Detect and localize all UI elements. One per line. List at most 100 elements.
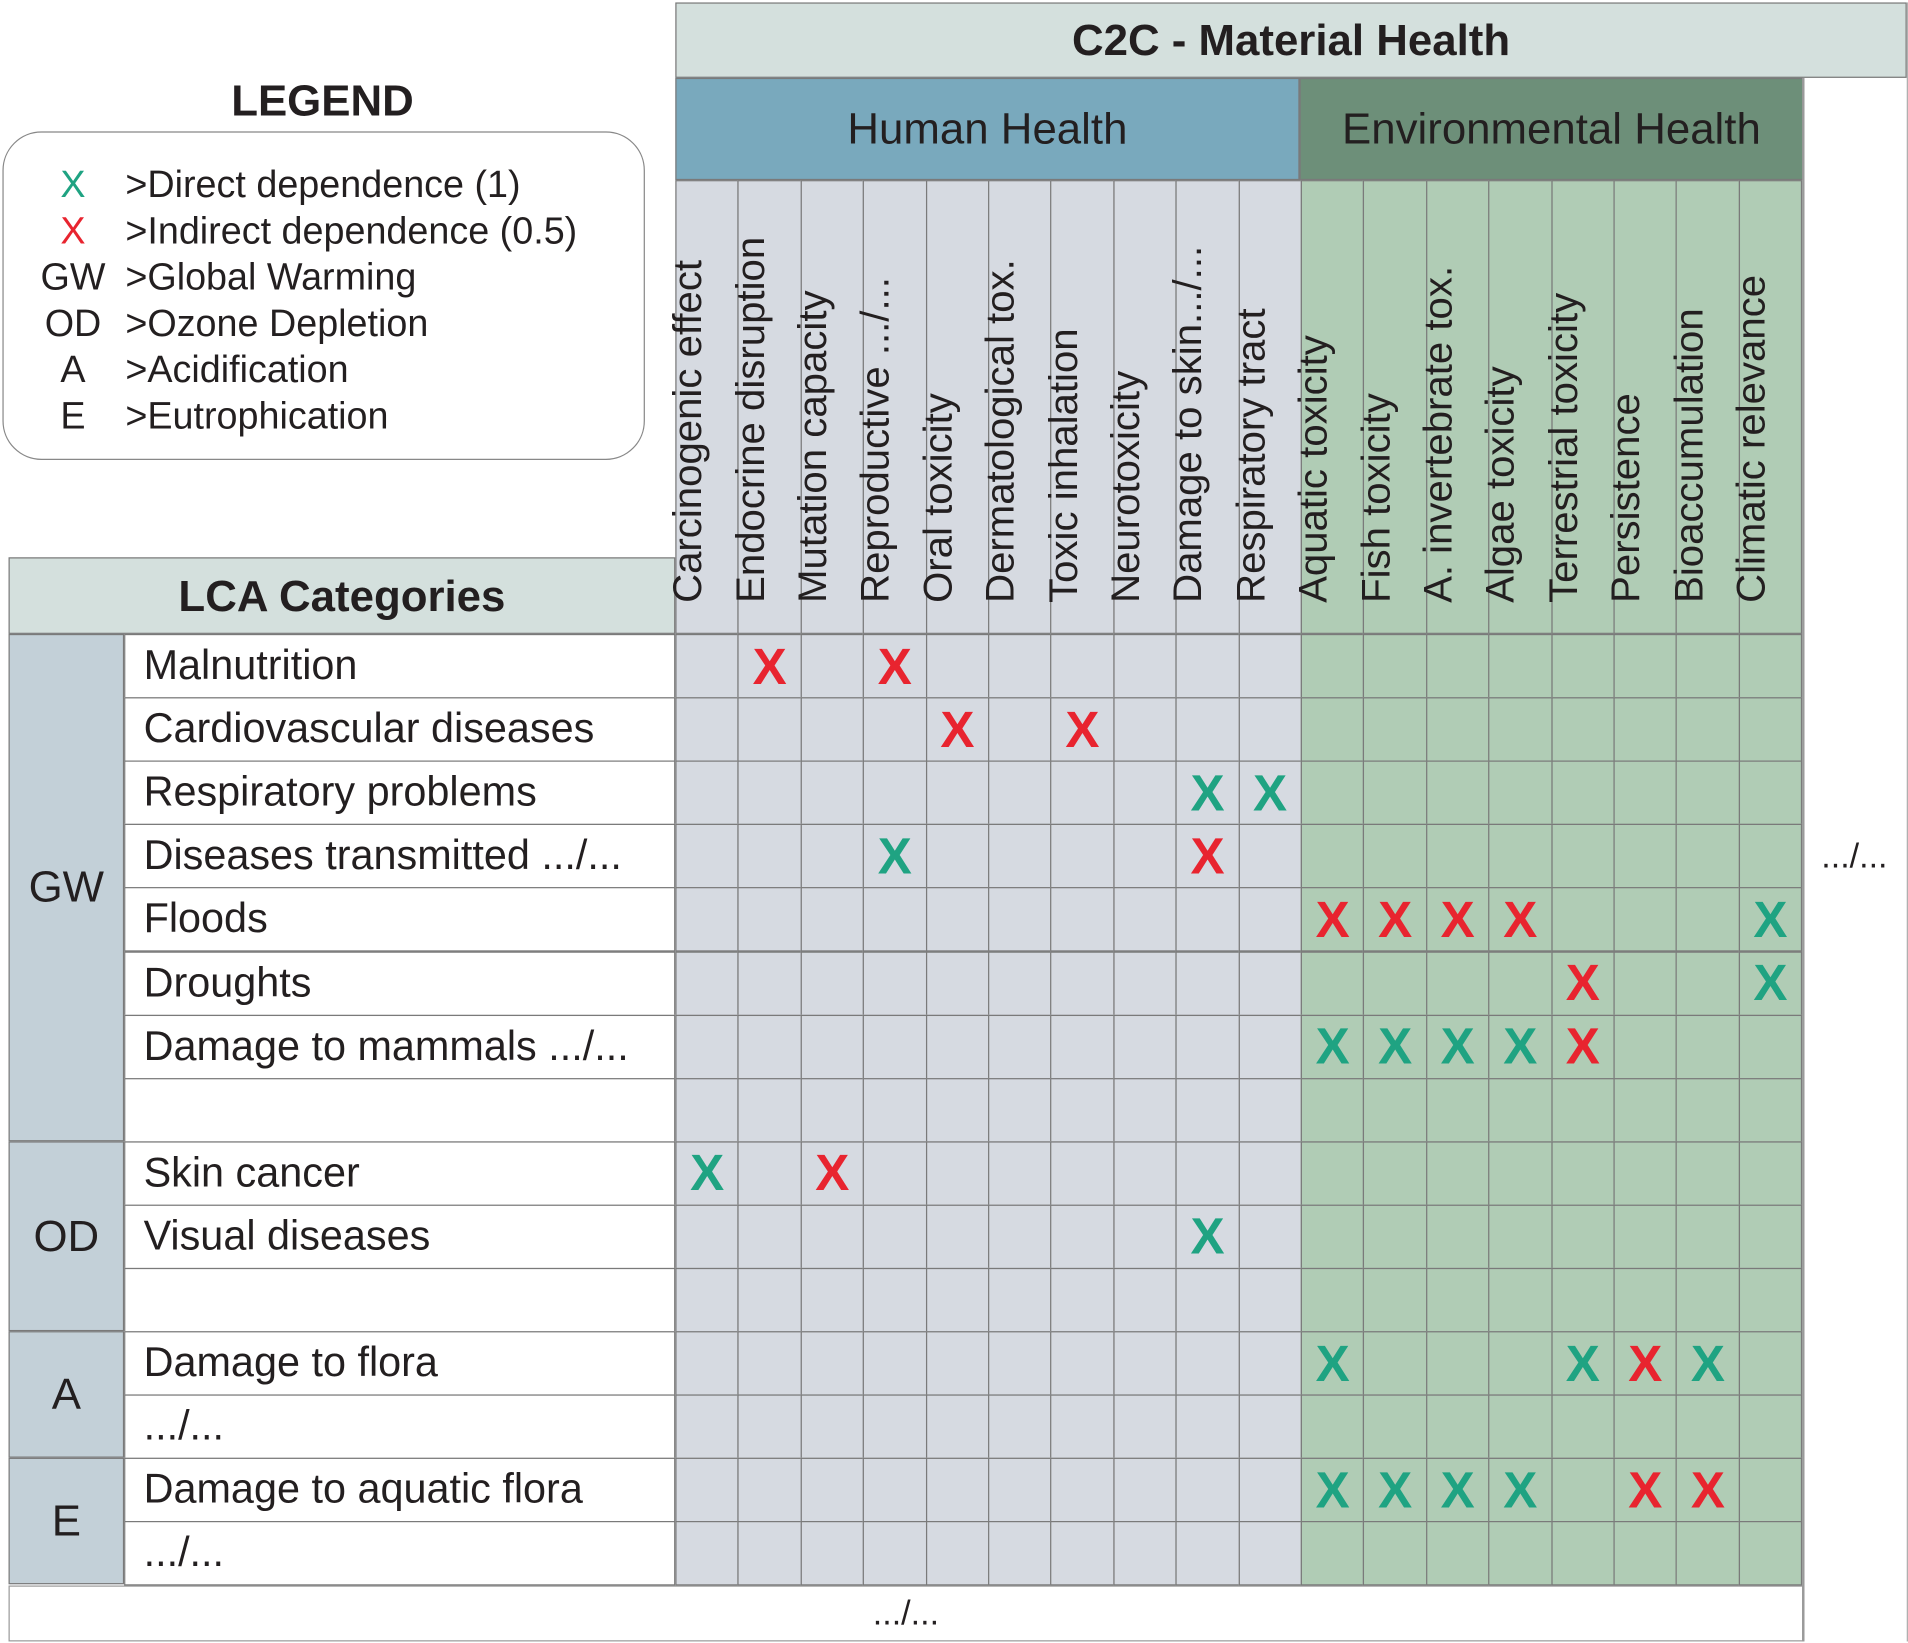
matrix-cell — [1050, 1521, 1115, 1587]
matrix-cell — [1676, 1521, 1740, 1587]
right-divider — [1802, 77, 1805, 1642]
matrix-cell — [1363, 760, 1428, 826]
matrix-cell — [988, 950, 1052, 1016]
legend-description: >Acidification — [125, 348, 349, 391]
matrix-cell — [925, 1267, 990, 1333]
matrix-cell — [675, 1077, 740, 1143]
matrix-cell — [925, 1521, 990, 1587]
matrix-cell — [1613, 697, 1678, 762]
matrix-cell — [800, 697, 865, 762]
column-header-label: Algae toxicity — [1477, 366, 1523, 603]
matrix-cell — [1613, 1521, 1678, 1587]
matrix-cell — [737, 1394, 802, 1460]
indirect-dependence-mark: X — [1503, 890, 1538, 948]
matrix-cell — [1238, 824, 1302, 889]
matrix-cell — [925, 1014, 990, 1079]
matrix-cell: X — [1238, 760, 1302, 826]
matrix-cell — [1550, 887, 1615, 953]
direct-dependence-mark: X — [1503, 1017, 1538, 1075]
legend-box: X >Direct dependence (1) X >Indirect depend… — [2, 131, 645, 460]
matrix-cell — [1676, 633, 1740, 699]
matrix-cell: X — [1175, 824, 1240, 889]
matrix-cell — [1363, 1521, 1428, 1587]
matrix-cell — [988, 1141, 1052, 1206]
matrix-cell — [1550, 1458, 1615, 1523]
matrix-cell — [862, 1141, 927, 1206]
legend-symbol: A — [60, 348, 86, 391]
matrix-cell — [925, 1077, 990, 1143]
matrix-cell — [1738, 1204, 1803, 1270]
matrix-cell — [988, 1267, 1052, 1333]
matrix-cell — [862, 1331, 927, 1396]
matrix-cell: X — [1300, 1331, 1365, 1396]
column-header-label: Toxic inhalation — [1039, 328, 1085, 603]
column-header-label: Dermatological tox. — [977, 259, 1023, 603]
matrix-cell: X — [1488, 1014, 1553, 1079]
matrix-cell — [988, 1204, 1052, 1270]
matrix-cell — [1175, 1141, 1240, 1206]
matrix-cell — [1175, 1458, 1240, 1523]
direct-dependence-mark: X — [1378, 1461, 1413, 1519]
row-label: Diseases transmitted .../... — [124, 824, 676, 889]
matrix-cell — [675, 1394, 740, 1460]
row-label: Malnutrition — [124, 633, 676, 699]
matrix-cell — [1175, 1267, 1240, 1333]
matrix-cell — [862, 1394, 927, 1460]
legend-title: LEGEND — [231, 75, 414, 126]
column-header: Carcinogenic effect — [665, 180, 740, 634]
matrix-cell — [1238, 1014, 1302, 1079]
matrix-cell: X — [675, 1141, 740, 1206]
matrix-cell — [1613, 950, 1678, 1016]
matrix-cell — [925, 887, 990, 953]
matrix-cell — [1300, 633, 1365, 699]
matrix-cell — [1550, 824, 1615, 889]
matrix-cell — [737, 950, 802, 1016]
matrix-cell: X — [862, 824, 927, 889]
matrix-cell — [1550, 1521, 1615, 1587]
matrix-cell — [1488, 1521, 1553, 1587]
matrix-cell: X — [1300, 1458, 1365, 1523]
matrix-cell — [988, 824, 1052, 889]
row-label: Damage to mammals .../... — [124, 1014, 676, 1079]
column-header: Endocrine disruption — [727, 180, 802, 634]
matrix-cell — [1050, 950, 1115, 1016]
matrix-cell — [1175, 633, 1240, 699]
matrix-cell — [1113, 697, 1177, 762]
matrix-cell — [1300, 1394, 1365, 1460]
matrix-cell — [1363, 1141, 1428, 1206]
outer-border-right — [1906, 2, 1908, 1642]
column-header: Persistence — [1603, 180, 1678, 634]
matrix-cell — [1676, 760, 1740, 826]
matrix-cell: X — [1738, 950, 1803, 1016]
matrix-cell — [1550, 697, 1615, 762]
matrix-cell — [862, 1521, 927, 1587]
matrix-cell — [1238, 1521, 1302, 1587]
matrix-cell — [1238, 1204, 1302, 1270]
matrix-cell — [1738, 633, 1803, 699]
matrix-cell — [862, 887, 927, 953]
column-header-label: Endocrine disruption — [727, 236, 773, 603]
direct-dependence-mark: X — [1190, 763, 1225, 822]
direct-dependence-mark: X — [1378, 1017, 1413, 1075]
matrix-cell — [988, 760, 1052, 826]
matrix-cell — [1113, 1521, 1177, 1587]
matrix-cell — [988, 1331, 1052, 1396]
matrix-cell — [1738, 1077, 1803, 1143]
matrix-cell — [1363, 1331, 1428, 1396]
matrix-cell: X — [1175, 1204, 1240, 1270]
matrix-cell — [862, 697, 927, 762]
matrix-cell — [1488, 950, 1553, 1016]
matrix-cell — [1488, 1331, 1553, 1396]
matrix-cell — [1300, 1521, 1365, 1587]
matrix-cell — [1550, 1204, 1615, 1270]
matrix-cell — [1488, 1141, 1553, 1206]
matrix-cell — [1113, 760, 1177, 826]
matrix-cell — [1175, 950, 1240, 1016]
matrix-cell — [1238, 1267, 1302, 1333]
matrix-cell — [1425, 950, 1490, 1016]
legend-description: >Direct dependence (1) — [125, 163, 521, 206]
matrix-cell — [1300, 697, 1365, 762]
row-label — [124, 1077, 676, 1143]
matrix-cell — [1300, 1141, 1365, 1206]
matrix-cell — [1425, 1077, 1490, 1143]
